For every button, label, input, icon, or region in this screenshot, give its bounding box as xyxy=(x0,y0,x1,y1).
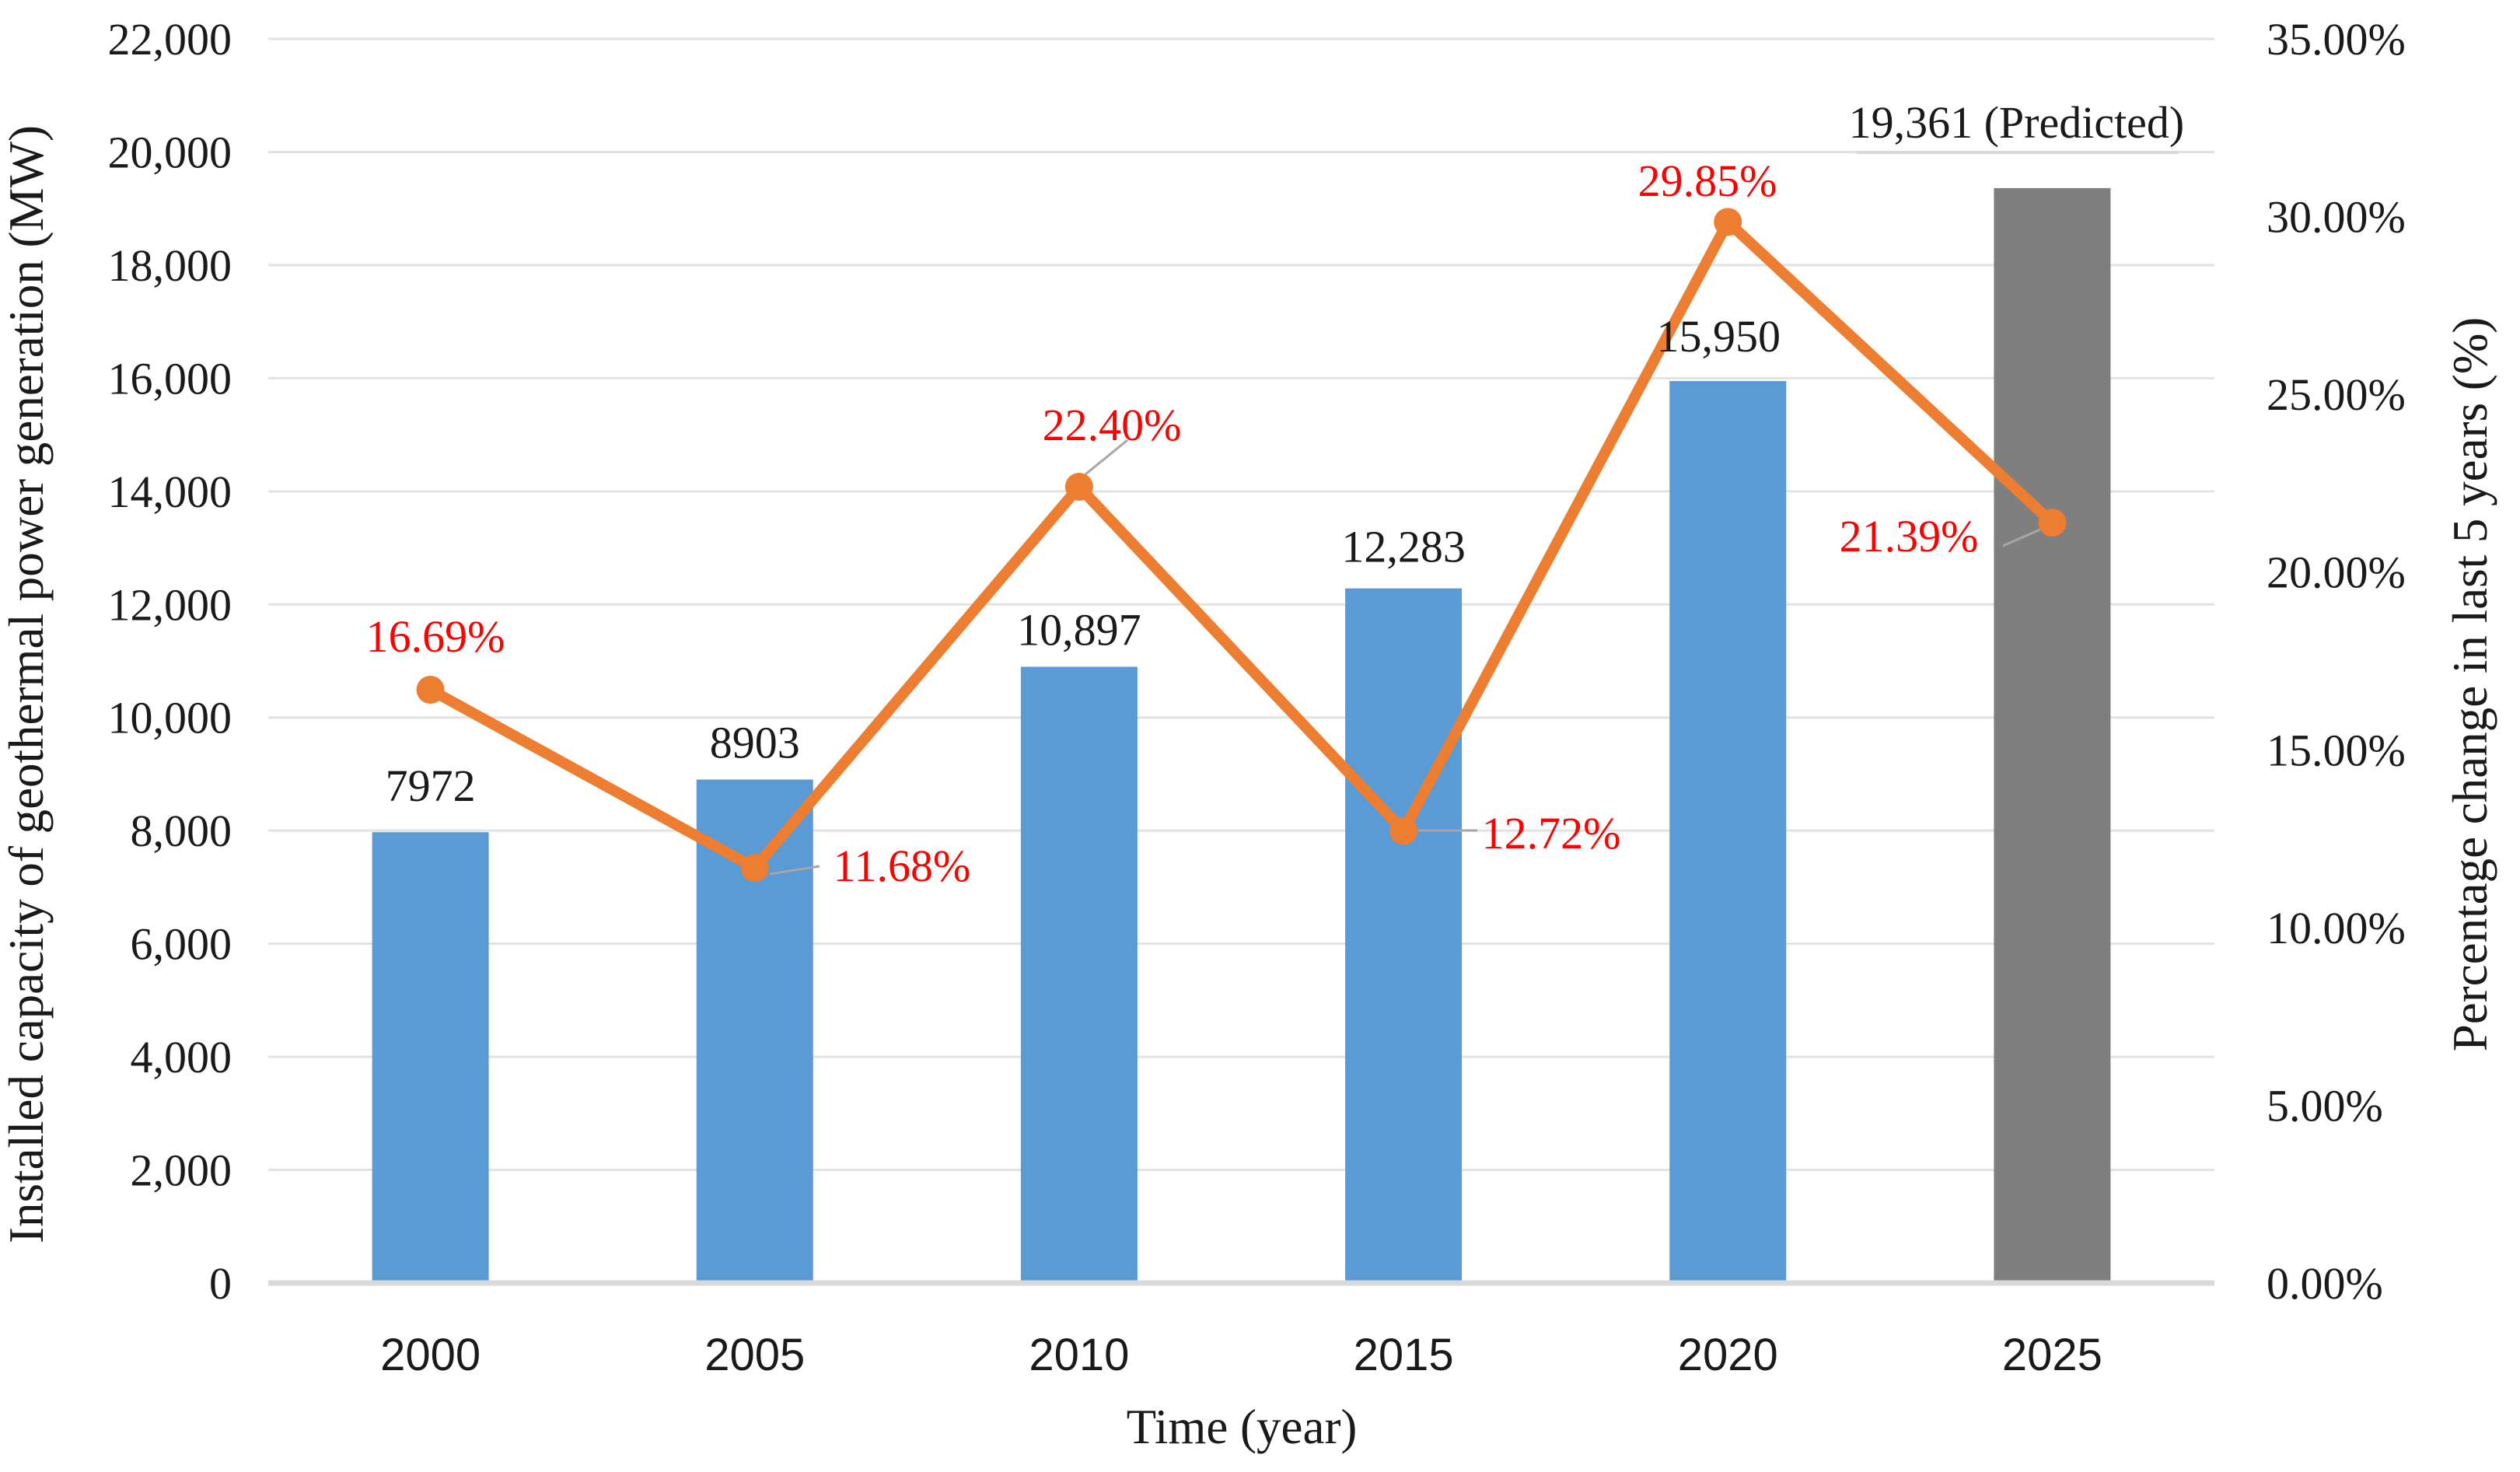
bar-value-label-2000: 7972 xyxy=(386,760,476,811)
x-tick-2000: 2000 xyxy=(380,1330,481,1380)
leader-line-2005 xyxy=(769,865,820,876)
bar-2015 xyxy=(1345,588,1463,1283)
right-tick-30.00%: 30.00% xyxy=(2267,192,2406,243)
left-tick-2,000: 2,000 xyxy=(131,1145,232,1196)
percent-label-2005: 11.68% xyxy=(834,841,971,891)
bar-value-label-2020: 15,950 xyxy=(1657,311,1781,362)
right-tick-15.00%: 15.00% xyxy=(2267,725,2406,775)
leader-line-2025 xyxy=(2002,527,2043,547)
bar-series xyxy=(372,187,2111,1284)
label-leader-lines xyxy=(769,151,2179,876)
left-axis-tick-labels: 0 2,000 4,000 6,000 8,000 10,000 12,000 14,000 1… xyxy=(108,14,232,1309)
left-tick-6,000: 6,000 xyxy=(131,919,232,970)
bar-2000 xyxy=(372,832,489,1283)
percent-label-2025: 21.39% xyxy=(1840,511,1979,561)
bar-2025 xyxy=(1994,187,2111,1284)
right-axis-tick-labels: 0.00% 5.00% 10.00% 15.00% 20.00% 25.00% 30.00%… xyxy=(2267,14,2406,1309)
percent-label-2020: 29.85% xyxy=(1638,156,1777,206)
bar-value-label-2025: 19,361 (Predicted) xyxy=(1849,97,2185,148)
percent-label-2010: 22.40% xyxy=(1043,400,1182,450)
left-tick-0: 0 xyxy=(209,1258,232,1309)
bar-2010 xyxy=(1020,666,1138,1283)
right-tick-25.00%: 25.00% xyxy=(2267,369,2406,420)
left-tick-14,000: 14,000 xyxy=(108,467,232,517)
left-tick-22,000: 22,000 xyxy=(108,14,232,65)
percent-label-2015: 12.72% xyxy=(1482,808,1621,858)
left-axis-title: Installed capacity of geothermal power g… xyxy=(0,125,54,1243)
x-tick-2025: 2025 xyxy=(2002,1330,2102,1380)
bar-value-label-2015: 12,283 xyxy=(1341,522,1466,572)
bar-2020 xyxy=(1669,381,1787,1283)
bar-value-label-2005: 8903 xyxy=(710,718,800,768)
right-axis-title: Percentage change in last 5 years (%) xyxy=(2443,317,2497,1052)
line-marker-2015 xyxy=(1389,816,1418,845)
bar-data-labels: 7972 8903 10,897 12,283 15,950 19,361 (Predic… xyxy=(386,97,2185,811)
x-axis-title: Time (year) xyxy=(1127,1400,1358,1454)
percent-change-line xyxy=(425,216,2058,874)
line-marker-2010 xyxy=(1064,473,1093,501)
gridlines xyxy=(268,37,2214,1172)
left-tick-20,000: 20,000 xyxy=(108,127,232,177)
right-tick-35.00%: 35.00% xyxy=(2267,14,2406,65)
left-tick-4,000: 4,000 xyxy=(131,1032,232,1082)
percent-label-2000: 16.69% xyxy=(366,611,505,662)
left-tick-10,000: 10,000 xyxy=(108,693,232,743)
left-tick-16,000: 16,000 xyxy=(108,353,232,404)
x-tick-2015: 2015 xyxy=(1354,1330,1454,1380)
right-tick-0.00%: 0.00% xyxy=(2267,1258,2383,1309)
leader-line-2010 xyxy=(1085,439,1128,476)
line-marker-2000 xyxy=(416,676,445,705)
right-tick-20.00%: 20.00% xyxy=(2267,547,2406,598)
left-tick-8,000: 8,000 xyxy=(131,806,232,856)
x-axis-tick-labels: 2000 2005 2010 2015 2020 2025 xyxy=(380,1330,2102,1380)
bar-value-label-2010: 10,897 xyxy=(1017,604,1141,655)
line-markers xyxy=(416,208,2067,883)
line-data-labels: 16.69% 11.68% 22.40% 12.72% 29.85% 21.39% xyxy=(366,156,1979,891)
right-tick-10.00%: 10.00% xyxy=(2267,903,2406,953)
x-tick-2020: 2020 xyxy=(1678,1330,1778,1380)
line-marker-2020 xyxy=(1714,208,1742,236)
x-tick-2005: 2005 xyxy=(704,1330,805,1380)
x-tick-2010: 2010 xyxy=(1029,1330,1129,1380)
line-marker-2005 xyxy=(740,854,769,883)
left-tick-12,000: 12,000 xyxy=(108,579,232,630)
right-tick-5.00%: 5.00% xyxy=(2267,1080,2383,1131)
line-marker-2025 xyxy=(2038,509,2067,537)
left-tick-18,000: 18,000 xyxy=(108,240,232,291)
